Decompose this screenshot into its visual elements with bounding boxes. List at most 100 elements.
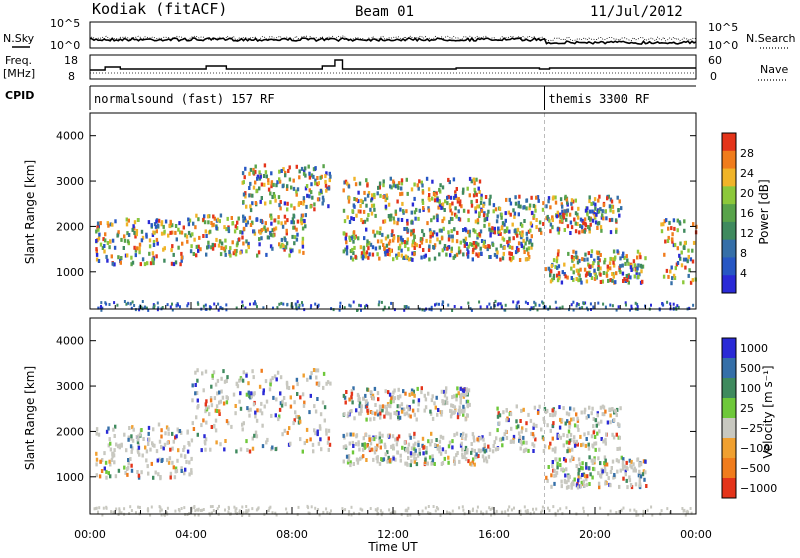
echo-cell: [219, 442, 222, 447]
echo-cell: [555, 457, 558, 462]
echo-cell: [291, 217, 295, 222]
echo-cell: [192, 252, 195, 256]
echo-cell: [230, 216, 233, 220]
echo-cell: [632, 468, 635, 473]
echo-cell: [528, 240, 531, 245]
ground-scatter-cell: [348, 510, 351, 514]
echo-cell: [352, 251, 355, 255]
echo-cell: [132, 224, 135, 229]
echo-cell: [625, 460, 628, 465]
echo-cell: [622, 476, 625, 481]
echo-cell: [508, 256, 512, 261]
echo-cell: [324, 183, 328, 188]
echo-cell: [602, 216, 605, 221]
echo-cell: [397, 396, 400, 401]
freq-panel-frame: [89, 54, 697, 80]
echo-cell: [397, 415, 400, 420]
echo-cell: [170, 261, 174, 266]
x-axis-label: Time UT: [367, 540, 418, 554]
echo-cell: [345, 232, 348, 237]
echo-cell: [399, 192, 402, 197]
echo-cell: [426, 461, 429, 466]
echo-cell: [561, 467, 564, 472]
echo-cell: [247, 390, 250, 395]
echo-cell: [572, 407, 576, 412]
echo-cell: [410, 232, 413, 237]
echo-cell: [431, 458, 435, 463]
echo-cell: [605, 216, 608, 221]
echo-cell: [217, 243, 221, 248]
echo-cell: [251, 193, 254, 198]
echo-cell: [96, 225, 99, 230]
x-tick-label: 16:00: [478, 528, 510, 541]
echo-cell: [558, 212, 562, 217]
ground-scatter-cell: [400, 513, 403, 517]
echo-cell: [554, 195, 557, 200]
ground-scatter-cell: [322, 510, 325, 514]
colorbar-swatch: [722, 257, 736, 276]
ground-scatter-cell: [101, 513, 104, 517]
echo-cell: [358, 447, 361, 452]
echo-cell: [392, 216, 395, 221]
ground-scatter-cell: [625, 303, 627, 307]
echo-cell: [461, 447, 464, 452]
ground-scatter-cell: [169, 305, 172, 309]
echo-cell: [488, 222, 491, 227]
echo-cell: [190, 470, 193, 475]
echo-cell: [104, 232, 107, 237]
ground-scatter-cell: [406, 513, 409, 517]
echo-cell: [556, 210, 559, 215]
echo-cell: [438, 252, 441, 257]
echo-cell: [612, 249, 616, 254]
echo-cell: [556, 278, 560, 283]
echo-cell: [451, 439, 454, 444]
echo-cell: [251, 446, 255, 451]
echo-cell: [440, 389, 444, 394]
echo-cell: [286, 385, 289, 390]
echo-cell: [525, 236, 529, 241]
echo-cell: [376, 391, 380, 396]
echo-cell: [627, 280, 630, 285]
echo-cell: [114, 474, 118, 479]
echo-cell: [596, 226, 599, 230]
echo-cell: [459, 433, 463, 438]
ground-scatter-cell: [171, 302, 173, 306]
echo-cell: [252, 167, 255, 172]
echo-cell: [416, 408, 420, 413]
echo-cell: [591, 461, 594, 465]
echo-cell: [464, 451, 467, 455]
echo-cell: [590, 276, 594, 280]
echo-cell: [599, 207, 602, 212]
echo-cell: [399, 458, 402, 463]
echo-cell: [562, 443, 565, 448]
ground-scatter-cell: [688, 306, 691, 310]
ground-scatter-cell: [197, 508, 200, 512]
echo-cell: [525, 440, 528, 445]
echo-cell: [287, 386, 291, 390]
echo-cell: [465, 387, 468, 392]
ground-scatter-cell: [339, 301, 342, 305]
echo-cell: [568, 440, 571, 445]
echo-cell: [581, 461, 584, 466]
ground-scatter-cell: [552, 505, 555, 509]
echo-cell: [455, 431, 459, 436]
ground-scatter-cell: [430, 308, 433, 312]
echo-cell: [376, 412, 380, 417]
echo-cell: [608, 204, 612, 209]
echo-cell: [634, 468, 637, 473]
echo-cell: [576, 222, 579, 226]
echo-cell: [295, 189, 298, 194]
echo-cell: [518, 194, 521, 199]
echo-cell: [564, 421, 567, 426]
echo-cell: [130, 434, 133, 439]
ground-scatter-cell: [434, 509, 437, 513]
echo-cell: [295, 414, 298, 419]
echo-cell: [605, 472, 609, 476]
echo-cell: [389, 184, 392, 189]
echo-cell: [127, 458, 130, 462]
echo-cell: [488, 431, 492, 436]
echo-cell: [263, 225, 266, 230]
ground-scatter-cell: [241, 300, 244, 304]
ground-scatter-cell: [666, 507, 669, 511]
echo-cell: [386, 459, 389, 464]
